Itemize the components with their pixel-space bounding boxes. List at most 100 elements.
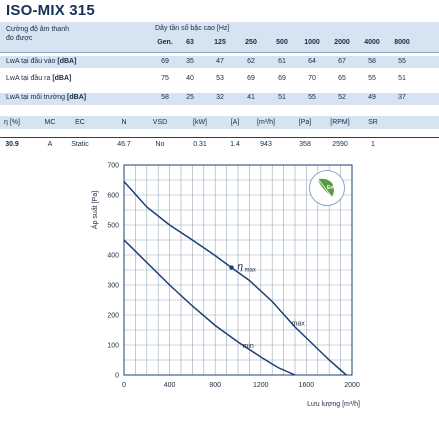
row-label-main: LwA tại đầu ra xyxy=(6,75,53,82)
sound-header-band xyxy=(0,22,439,52)
column-header: Gen. xyxy=(157,39,173,46)
performance-header: SR xyxy=(368,119,378,126)
column-header: 1000 xyxy=(304,39,320,46)
sound-cell: 32 xyxy=(216,94,224,101)
performance-value: 0.31 xyxy=(193,141,207,148)
row-label-main: LwA tại đầu vào xyxy=(6,58,58,65)
row-label-unit: [dBA] xyxy=(57,58,77,65)
operating-point xyxy=(229,265,234,270)
y-tick-label: 500 xyxy=(107,223,119,230)
performance-value: 358 xyxy=(299,141,311,148)
performance-header-band xyxy=(0,116,439,129)
performance-header: [Pa] xyxy=(298,119,312,126)
x-axis-title: Lưu lượng [m³/h] xyxy=(307,401,360,408)
row-label-unit: [dBA] xyxy=(52,75,72,82)
sound-cell: 64 xyxy=(308,58,316,65)
column-header: 125 xyxy=(214,39,226,46)
performance-header: VSD xyxy=(152,119,168,126)
sound-cell: 25 xyxy=(186,94,194,101)
sound-cell: 62 xyxy=(247,58,255,65)
sound-cell: 49 xyxy=(368,94,376,101)
sound-cell: 51 xyxy=(278,94,286,101)
performance-header: [A] xyxy=(230,119,240,126)
column-header: 8000 xyxy=(394,39,410,46)
sound-cell: 41 xyxy=(247,94,255,101)
chart-curves xyxy=(123,181,347,376)
performance-header: N xyxy=(121,119,127,126)
sound-cell: 51 xyxy=(398,75,406,82)
x-tick-label: 1200 xyxy=(253,382,269,389)
column-header: 4000 xyxy=(364,39,380,46)
column-header: 63 xyxy=(186,39,194,46)
sound-row-label: LwA tại đầu vào [dBA] xyxy=(6,58,76,65)
sound-cell: 55 xyxy=(308,94,316,101)
performance-value: Static xyxy=(71,141,89,148)
column-header: 250 xyxy=(245,39,257,46)
sound-cell: 40 xyxy=(186,75,194,82)
leaf-icon xyxy=(317,178,335,198)
sound-cell: 69 xyxy=(161,58,169,65)
operating-point-label: η xyxy=(238,262,244,273)
sound-cell: 58 xyxy=(368,58,376,65)
sound-row-band xyxy=(0,56,439,68)
performance-value: 2590 xyxy=(332,141,348,148)
sound-cell: 69 xyxy=(278,75,286,82)
series-line-min xyxy=(123,239,296,376)
performance-value: No xyxy=(155,141,165,148)
x-tick-label: 1600 xyxy=(299,382,315,389)
series-label-max: max xyxy=(292,321,306,328)
x-tick-label: 800 xyxy=(209,382,221,389)
sound-cell: 55 xyxy=(398,58,406,65)
divider xyxy=(0,52,439,53)
performance-header: η [%] xyxy=(4,119,20,126)
y-tick-label: 100 xyxy=(107,343,119,350)
erp-badge: ErP xyxy=(309,170,345,206)
sound-row-label: LwA tại môi trường [dBA] xyxy=(6,94,86,101)
sound-cell: 37 xyxy=(398,94,406,101)
sound-cell: 75 xyxy=(161,75,169,82)
performance-header: MC xyxy=(44,119,56,126)
column-header: 2000 xyxy=(334,39,350,46)
sound-cell: 69 xyxy=(247,75,255,82)
y-axis-title: Áp suất [Pa] xyxy=(90,191,99,229)
sound-row-band xyxy=(0,93,439,105)
y-tick-label: 600 xyxy=(107,193,119,200)
performance-header: [m³/h] xyxy=(257,119,275,126)
x-tick-label: 0 xyxy=(122,382,126,389)
performance-value: 30.9 xyxy=(5,141,19,148)
sound-cell: 67 xyxy=(338,58,346,65)
y-tick-label: 200 xyxy=(107,313,119,320)
x-tick-label: 400 xyxy=(164,382,176,389)
divider xyxy=(0,137,439,138)
page-title: ISO-MIX 315 xyxy=(6,2,95,19)
sound-cell: 53 xyxy=(216,75,224,82)
sound-cell: 65 xyxy=(338,75,346,82)
series-line-max xyxy=(123,181,347,376)
sound-cell: 47 xyxy=(216,58,224,65)
operating-point-sub: max xyxy=(245,268,256,274)
performance-header: [RPM] xyxy=(330,119,350,126)
sound-header-label: Cường độ âm thanh đo được xyxy=(6,26,69,42)
column-header: 500 xyxy=(276,39,288,46)
performance-value: 943 xyxy=(260,141,272,148)
series-label-min: min xyxy=(243,343,254,350)
performance-value: A xyxy=(47,141,53,148)
y-tick-label: 0 xyxy=(115,373,119,380)
sound-cell: 52 xyxy=(338,94,346,101)
performance-value: 1 xyxy=(371,141,375,148)
sound-cell: 55 xyxy=(368,75,376,82)
performance-value: 1.4 xyxy=(230,141,240,148)
y-tick-label: 400 xyxy=(107,253,119,260)
performance-value: 46.7 xyxy=(117,141,131,148)
sound-cell: 58 xyxy=(161,94,169,101)
x-tick-label: 2000 xyxy=(344,382,360,389)
y-tick-label: 300 xyxy=(107,283,119,290)
sound-row-label: LwA tại đầu ra [dBA] xyxy=(6,75,71,82)
row-label-unit: [dBA] xyxy=(67,94,87,101)
performance-header: [kW] xyxy=(193,119,207,126)
sound-cell: 61 xyxy=(278,58,286,65)
performance-header: EC xyxy=(75,119,85,126)
y-tick-label: 700 xyxy=(107,163,119,170)
sound-cell: 70 xyxy=(308,75,316,82)
